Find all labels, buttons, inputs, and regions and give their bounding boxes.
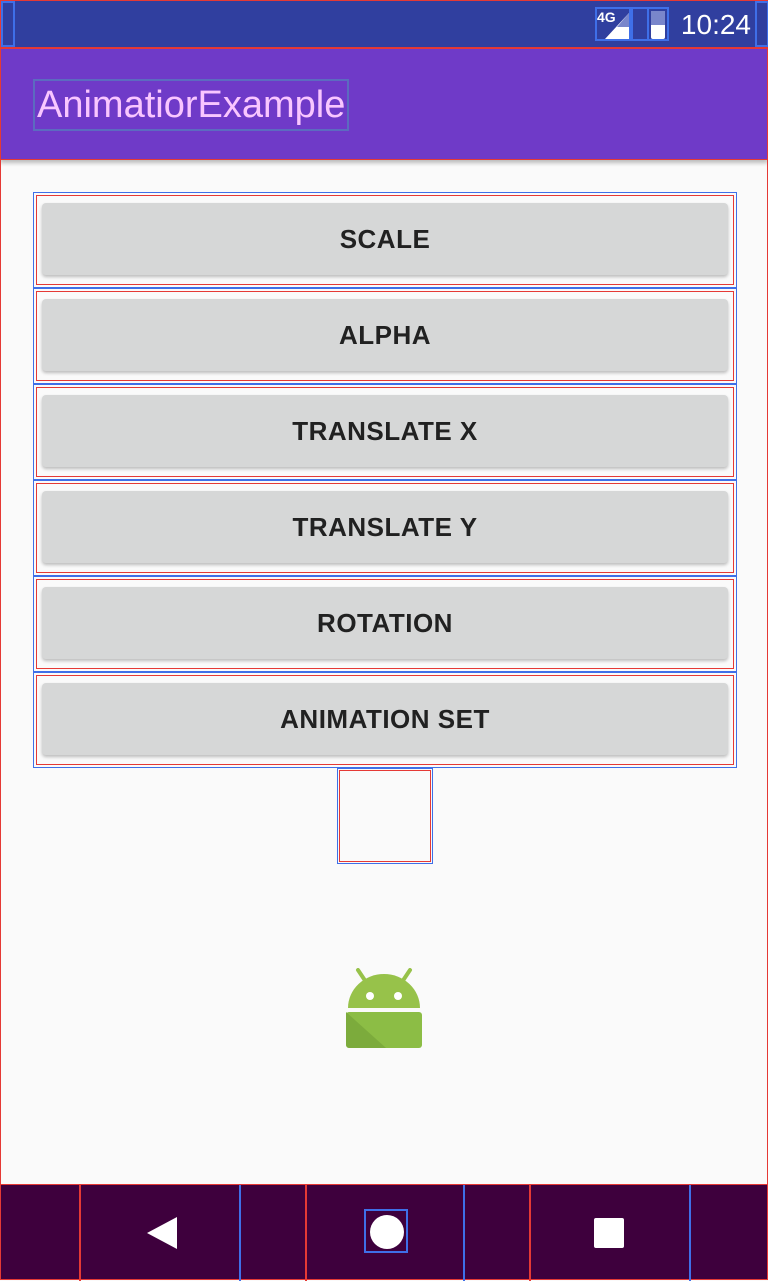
battery-icon [651,11,665,39]
animation-set-button-container: ANIMATION SET [33,672,737,768]
scale-button[interactable]: SCALE [42,203,728,275]
android-robot-icon [346,968,422,1048]
app-bar: AnimatiorExample [0,48,768,160]
translate-x-button-container: TRANSLATE X [33,384,737,480]
status-clock: 10:24 [680,9,751,40]
status-bar-right-bound [755,1,768,47]
cell-signal-empty-icon [617,13,629,27]
back-button[interactable] [79,1185,241,1281]
rotation-button-container: ROTATION [33,576,737,672]
status-bar: 4G 10:24 [0,0,768,48]
navigation-bar [0,1184,768,1281]
home-circle-icon [370,1215,404,1249]
status-bar-left-bound [1,1,15,47]
scale-button-container: SCALE [33,192,737,288]
home-button[interactable] [305,1185,465,1281]
battery-bound [647,7,669,41]
translate-y-button-container: TRANSLATE Y [33,480,737,576]
app-title: AnimatiorExample [33,79,350,131]
translate-y-button[interactable]: TRANSLATE Y [42,491,728,563]
recents-square-icon [594,1218,624,1248]
alpha-button-container: ALPHA [33,288,737,384]
back-triangle-icon [147,1217,177,1249]
animation-set-button[interactable]: ANIMATION SET [42,683,728,755]
animation-target-view [337,768,433,864]
home-icon-bound [364,1209,408,1253]
recents-button[interactable] [529,1185,691,1281]
rotation-button[interactable]: ROTATION [42,587,728,659]
signal-bound [595,7,631,41]
alpha-button[interactable]: ALPHA [42,299,728,371]
translate-x-button[interactable]: TRANSLATE X [42,395,728,467]
